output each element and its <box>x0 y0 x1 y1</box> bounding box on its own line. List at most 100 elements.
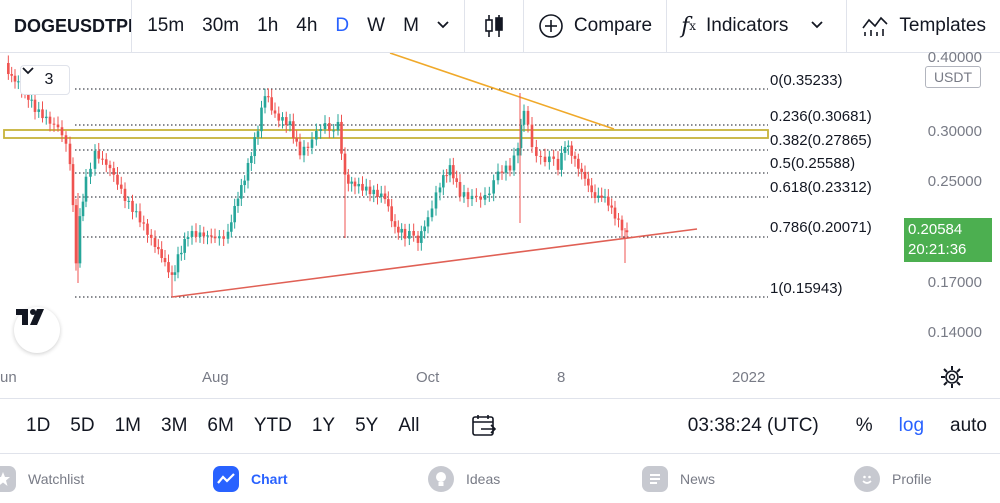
chevron-down-icon[interactable] <box>428 17 458 35</box>
candle-body <box>263 96 267 108</box>
toolbar-divider <box>666 0 668 52</box>
candle-body <box>302 146 306 156</box>
candle-body <box>108 164 112 169</box>
candle-body <box>273 110 277 114</box>
candle-body <box>613 207 617 219</box>
range-6m[interactable]: 6M <box>207 415 234 436</box>
candle-body <box>315 130 318 140</box>
range-ytd[interactable]: YTD <box>253 415 292 436</box>
candle-body <box>93 150 97 169</box>
candle-body <box>462 192 466 197</box>
price-chart[interactable] <box>0 53 1000 398</box>
interval-4h[interactable]: 4h <box>296 15 318 36</box>
auto-scale-button[interactable]: auto <box>950 415 987 436</box>
interval-w[interactable]: W <box>367 15 386 36</box>
candle-body <box>512 155 516 171</box>
candle-body <box>180 252 183 255</box>
nav-watchlist[interactable]: Watchlist <box>0 454 84 503</box>
compare-button[interactable]: Compare <box>524 0 666 52</box>
candle-body <box>78 216 82 264</box>
range-5d[interactable]: 5D <box>70 415 95 436</box>
indicators-label: Indicators <box>706 15 789 36</box>
candle-body <box>131 200 134 212</box>
toolbar-divider <box>846 0 848 52</box>
candle-body <box>173 272 177 275</box>
symbol-name[interactable]: DOGEUSDTPE <box>14 15 132 36</box>
nav-ideas[interactable]: Ideas <box>428 454 500 503</box>
chart-type-button[interactable] <box>465 0 523 52</box>
range-all[interactable]: All <box>398 415 420 436</box>
candle-body <box>397 226 400 233</box>
last-price-value: 0.20584 <box>908 221 963 238</box>
range-1d[interactable]: 1D <box>26 415 51 436</box>
interval-15m[interactable]: 15m <box>147 15 185 36</box>
candle-body <box>163 257 167 263</box>
interval-selector: 15m 30m 1h 4h D W M <box>132 0 464 52</box>
candle-body <box>10 74 13 76</box>
chart-area[interactable]: 3 0(0.35233) 0.236(0.30681) 0.382(0.2786… <box>0 49 1000 398</box>
indicators-collapse-button[interactable]: 3 <box>20 65 70 95</box>
candle-body <box>597 195 600 198</box>
candle-body <box>361 183 364 191</box>
chevron-down-icon[interactable] <box>802 17 832 35</box>
candle-body <box>470 195 474 200</box>
fib-band <box>3 129 769 139</box>
range-1y[interactable]: 1Y <box>311 415 336 436</box>
range-5y[interactable]: 5Y <box>355 415 379 436</box>
candle-body <box>253 137 256 157</box>
trend-line-upper <box>389 53 615 130</box>
candle-body <box>41 109 44 119</box>
candle-body <box>213 236 217 239</box>
candle-body <box>33 99 37 112</box>
interval-m[interactable]: M <box>403 15 419 36</box>
candle-body <box>492 180 495 194</box>
candle-body <box>226 231 230 239</box>
tradingview-logo[interactable] <box>14 307 60 353</box>
candle-body <box>387 199 390 207</box>
go-to-date-icon[interactable] <box>471 414 497 438</box>
candle-body <box>270 97 273 111</box>
candle-body <box>570 145 573 156</box>
candle-body <box>376 189 379 197</box>
utc-clock[interactable]: 03:38:24 (UTC) <box>687 415 819 436</box>
candle-body <box>60 127 64 136</box>
interval-30m[interactable]: 30m <box>202 15 240 36</box>
currency-unit-badge[interactable]: USDT <box>925 66 981 88</box>
candle-body <box>119 184 123 189</box>
range-1m[interactable]: 1M <box>114 415 141 436</box>
candle-body <box>153 237 157 247</box>
candle-body <box>530 124 534 148</box>
log-scale-button[interactable]: log <box>898 415 925 436</box>
nav-news[interactable]: News <box>642 454 715 503</box>
templates-button[interactable]: Templates <box>847 0 1000 52</box>
candle-body <box>319 129 322 131</box>
candle-body <box>146 223 149 235</box>
time-axis-label: 2022 <box>732 369 766 386</box>
interval-1h[interactable]: 1h <box>257 15 279 36</box>
candle-body <box>149 234 153 238</box>
candle-body <box>176 254 180 273</box>
candle-body <box>535 147 538 156</box>
candle-body <box>607 196 610 206</box>
fib-level-label: 0.618(0.23312) <box>770 179 872 196</box>
percent-scale-button[interactable]: % <box>855 415 873 436</box>
nav-chart[interactable]: Chart <box>213 454 288 503</box>
range-3m[interactable]: 3M <box>161 415 188 436</box>
candle-body <box>452 165 455 179</box>
candle-body <box>368 186 372 195</box>
candle-body <box>186 236 190 240</box>
candle-body <box>198 232 202 237</box>
candle-body <box>423 226 426 232</box>
candle-body <box>323 123 327 130</box>
candle-body <box>430 208 434 218</box>
candle-body <box>298 141 302 156</box>
candle-body <box>236 198 240 206</box>
interval-d[interactable]: D <box>335 15 350 36</box>
nav-label: Chart <box>251 471 288 487</box>
fib-level-label: 0.786(0.20071) <box>770 219 872 236</box>
candle-body <box>475 195 478 197</box>
candle-body <box>403 228 407 239</box>
nav-profile[interactable]: Profile <box>854 454 932 503</box>
candle-body <box>37 109 41 112</box>
